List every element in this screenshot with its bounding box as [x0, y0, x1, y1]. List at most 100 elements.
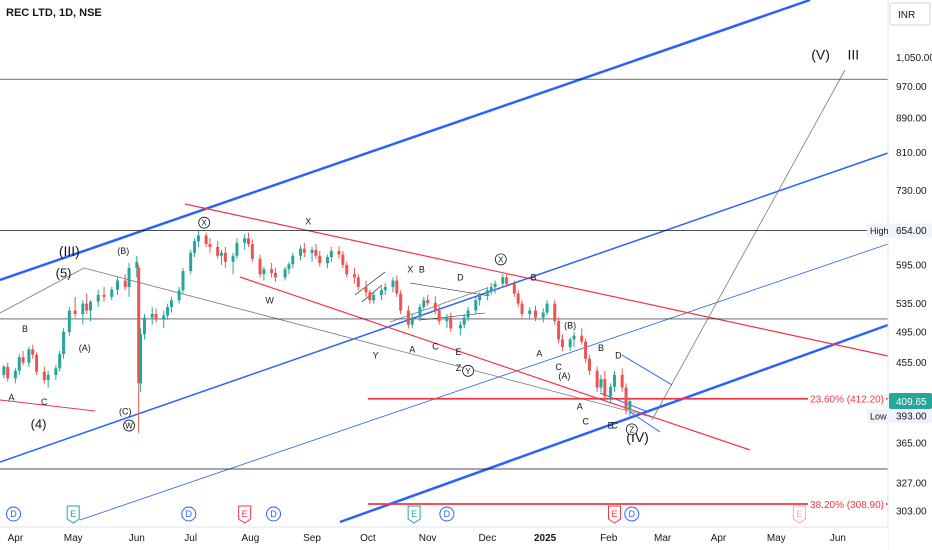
- candle-body[interactable]: [298, 248, 302, 256]
- wave-label[interactable]: (A): [558, 371, 570, 381]
- candle-body[interactable]: [31, 349, 35, 355]
- trendline-10[interactable]: [389, 287, 488, 323]
- candle-body[interactable]: [270, 269, 274, 273]
- wave-circle[interactable]: [494, 253, 507, 266]
- wave-label[interactable]: X: [407, 264, 413, 274]
- candle-body[interactable]: [368, 292, 372, 301]
- time-axis[interactable]: Apr May Jun Jul Aug Sep Oct Nov Dec 2025 Feb Mar Apr…: [0, 526, 888, 550]
- candle-body[interactable]: [603, 379, 607, 397]
- candle-body[interactable]: [628, 401, 632, 410]
- wave-label[interactable]: D: [615, 351, 622, 361]
- candle-body[interactable]: [250, 244, 254, 259]
- candle-body[interactable]: [54, 368, 58, 375]
- candle-body[interactable]: [458, 324, 462, 329]
- candle-body[interactable]: [81, 303, 85, 315]
- candle-body[interactable]: [89, 301, 93, 311]
- candle-body[interactable]: [223, 252, 227, 262]
- candle-body[interactable]: [21, 357, 25, 363]
- candle-body[interactable]: [426, 300, 430, 303]
- candle-body[interactable]: [137, 267, 141, 384]
- wave-label[interactable]: A: [536, 348, 542, 358]
- candle-body[interactable]: [73, 310, 77, 315]
- candle-body[interactable]: [501, 277, 505, 284]
- candle-body[interactable]: [493, 283, 497, 287]
- candle-body[interactable]: [474, 300, 478, 311]
- candle-body[interactable]: [220, 252, 224, 256]
- candle-body[interactable]: [193, 241, 197, 253]
- wave-label[interactable]: W: [265, 296, 274, 306]
- candle-body[interactable]: [287, 264, 291, 270]
- wave-label[interactable]: Y: [373, 351, 379, 361]
- wave-label[interactable]: E: [608, 420, 614, 430]
- candle-body[interactable]: [545, 303, 549, 313]
- trendline-3[interactable]: [339, 323, 889, 524]
- wave-label[interactable]: C: [611, 420, 618, 430]
- candle-body[interactable]: [189, 252, 193, 272]
- candle-body[interactable]: [560, 339, 564, 348]
- trendline-16[interactable]: [599, 392, 649, 413]
- candle-body[interactable]: [410, 317, 414, 325]
- candle-body[interactable]: [584, 341, 588, 359]
- wave-label[interactable]: C: [432, 341, 439, 351]
- candle-body[interactable]: [379, 290, 383, 295]
- candle-body[interactable]: [310, 249, 314, 253]
- candle-body[interactable]: [123, 280, 127, 287]
- candle-body[interactable]: [478, 294, 482, 301]
- candle-body[interactable]: [345, 264, 349, 275]
- candle-body[interactable]: [127, 267, 131, 287]
- trendline-17[interactable]: [629, 411, 661, 433]
- symbol-title[interactable]: REC LTD, 1D, NSE: [6, 7, 102, 19]
- candle-body[interactable]: [46, 374, 50, 380]
- candle-body[interactable]: [337, 251, 341, 255]
- trendline-2[interactable]: [79, 243, 889, 521]
- candle-body[interactable]: [609, 386, 613, 397]
- candle-body[interactable]: [166, 307, 170, 316]
- candle-body[interactable]: [553, 303, 557, 322]
- candle-body[interactable]: [273, 272, 277, 278]
- candle-body[interactable]: [505, 277, 509, 284]
- candle-body[interactable]: [181, 271, 185, 291]
- candle-body[interactable]: [595, 370, 599, 388]
- dividend-marker[interactable]: [266, 506, 282, 522]
- wave-label[interactable]: X: [305, 216, 311, 226]
- candle-body[interactable]: [283, 269, 287, 278]
- earnings-marker[interactable]: [792, 505, 806, 524]
- trendline-15[interactable]: [621, 354, 673, 386]
- candle-body[interactable]: [568, 339, 572, 348]
- candle-body[interactable]: [139, 334, 143, 384]
- trendline-7[interactable]: [0, 267, 85, 314]
- candle-body[interactable]: [17, 357, 21, 371]
- wave-circle[interactable]: [462, 364, 474, 377]
- candle-body[interactable]: [177, 290, 181, 301]
- wave-label[interactable]: (4): [31, 416, 47, 431]
- candle-body[interactable]: [85, 303, 89, 311]
- wave-circle[interactable]: [198, 216, 211, 229]
- trendline-11[interactable]: [409, 282, 491, 297]
- candle-body[interactable]: [422, 300, 426, 308]
- candle-body[interactable]: [372, 294, 376, 301]
- candle-body[interactable]: [291, 255, 295, 265]
- candle-body[interactable]: [142, 317, 146, 335]
- earnings-marker[interactable]: [607, 505, 621, 524]
- trendline-14[interactable]: [361, 284, 383, 303]
- candle-body[interactable]: [512, 283, 516, 294]
- candle-body[interactable]: [391, 280, 395, 287]
- trendline-4[interactable]: [184, 203, 889, 357]
- candle-body[interactable]: [541, 312, 545, 318]
- earnings-marker[interactable]: [407, 505, 421, 524]
- candle-body[interactable]: [325, 256, 329, 264]
- candle-body[interactable]: [314, 249, 318, 256]
- candle-body[interactable]: [302, 248, 306, 253]
- candle-body[interactable]: [356, 277, 360, 287]
- candle-body[interactable]: [383, 286, 387, 291]
- candle-body[interactable]: [102, 294, 106, 297]
- candle-body[interactable]: [154, 314, 158, 320]
- wave-label[interactable]: (A): [79, 343, 91, 353]
- candle-body[interactable]: [485, 290, 489, 295]
- wave-label[interactable]: B: [531, 273, 537, 283]
- candle-body[interactable]: [169, 300, 173, 308]
- candle-body[interactable]: [433, 302, 437, 311]
- candle-body[interactable]: [624, 387, 628, 410]
- trendline-0[interactable]: [0, 0, 811, 282]
